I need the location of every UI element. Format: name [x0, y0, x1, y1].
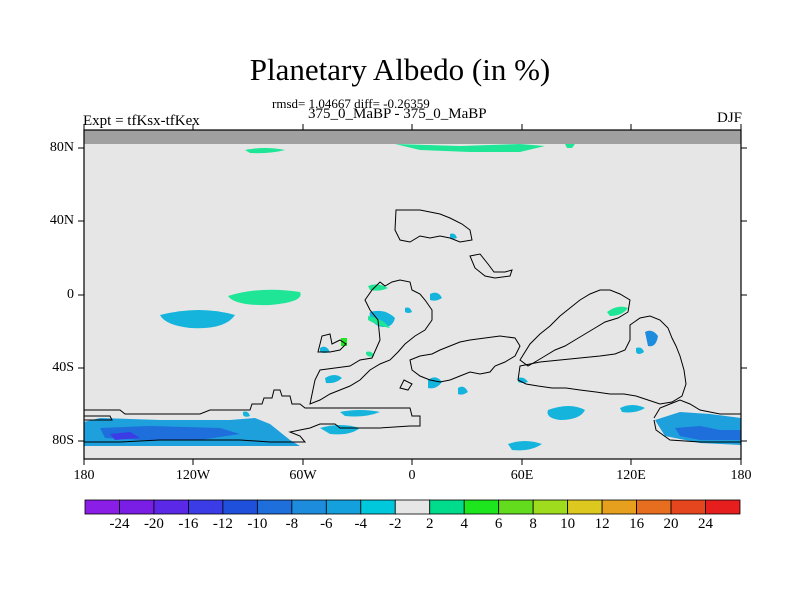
x-tick-label: 120E	[616, 468, 646, 483]
colorbar-label: 24	[698, 516, 714, 532]
colorbar-swatch	[705, 499, 741, 515]
antarctic-coast	[84, 415, 113, 421]
anomaly-region	[620, 405, 645, 413]
plot-subtitle: 375_0_MaBP - 375_0_MaBP	[308, 106, 487, 122]
anomaly-region	[366, 351, 374, 357]
experiment-label: Expt = tfKsx-tfKex	[83, 113, 200, 129]
x-tick-label: 60E	[510, 468, 534, 483]
colorbar-swatch	[119, 499, 155, 515]
season-label: DJF	[716, 110, 742, 126]
anomaly-region	[675, 426, 741, 440]
gondwana-outline	[409, 335, 521, 383]
gondwana-outline	[394, 209, 473, 243]
anomaly-region	[508, 441, 542, 451]
colorbar-label: -16	[178, 516, 199, 532]
anomaly-region	[245, 148, 285, 154]
colorbar-swatch	[394, 499, 431, 515]
colorbar-label: -24	[109, 516, 130, 532]
gondwana-outline	[309, 279, 433, 405]
colorbar-swatch	[84, 499, 120, 515]
negative-anomaly-regions	[84, 233, 741, 451]
colorbar-label: 20	[663, 516, 679, 532]
colorbar-label: 12	[594, 516, 610, 532]
anomaly-region	[395, 144, 545, 152]
antarctic-coast	[84, 389, 421, 443]
y-tick-label: 40S	[52, 360, 74, 375]
anomaly-region	[450, 233, 457, 239]
land-outlines	[84, 209, 741, 443]
colorbar-label: 8	[529, 516, 537, 532]
colorbar-swatch	[188, 499, 224, 515]
anomaly-region	[243, 411, 250, 417]
colorbar-swatch	[222, 499, 258, 515]
anomaly-region	[325, 375, 342, 384]
colorbar-swatch	[498, 499, 534, 515]
anomaly-region	[368, 316, 390, 328]
anomaly-region	[547, 406, 585, 420]
y-tick-label: 80S	[52, 433, 74, 448]
y-tick-label: 80N	[49, 140, 74, 155]
colorbar-label: -4	[354, 516, 368, 532]
anomaly-region	[110, 432, 140, 440]
anomaly-region	[645, 330, 658, 347]
anomaly-region	[405, 307, 412, 313]
colorbar	[84, 499, 741, 515]
colorbar-swatch	[325, 499, 362, 515]
missing-data-band	[84, 130, 741, 144]
anomaly-region	[340, 410, 380, 417]
colorbar-swatch	[291, 499, 327, 515]
anomaly-region	[320, 346, 330, 353]
colorbar-label: -6	[320, 516, 333, 532]
axis-ticks	[78, 124, 747, 465]
anomaly-region	[160, 310, 235, 329]
colorbar-label: 10	[560, 516, 576, 532]
colorbar-swatch	[429, 499, 465, 515]
colorbar-label: 16	[629, 516, 645, 532]
gondwana-outline	[519, 289, 631, 367]
colorbar-label: -20	[143, 516, 164, 532]
anomaly-region	[341, 338, 347, 346]
x-tick-label: 120W	[175, 468, 211, 483]
anomaly-region	[607, 306, 628, 316]
anomaly-region	[636, 347, 644, 354]
x-tick-label: 60W	[289, 468, 317, 483]
colorbar-swatch	[532, 499, 569, 515]
gondwana-outline	[469, 253, 513, 279]
colorbar-swatch	[256, 499, 293, 515]
plot-title: Planetary Albedo (in %)	[249, 52, 551, 87]
colorbar-label: 2	[425, 516, 434, 532]
anomaly-region	[228, 289, 301, 306]
anomaly-region	[430, 292, 442, 301]
colorbar-label: 4	[460, 516, 468, 532]
colorbar-label: -2	[389, 516, 402, 532]
colorbar-label: -10	[247, 516, 268, 532]
colorbar-swatch	[636, 499, 672, 515]
colorbar-swatch	[670, 499, 706, 515]
antarctic-coast	[653, 399, 741, 419]
stats-text: rmsd= 1.04667 diff= -0.26359	[272, 96, 430, 111]
anomaly-region	[320, 425, 360, 435]
colorbar-swatch	[360, 499, 396, 515]
colorbar-swatch	[567, 499, 603, 515]
anomaly-region	[458, 386, 468, 395]
x-tick-label: 0	[408, 468, 416, 483]
gondwana-outline	[317, 333, 347, 353]
colorbar-label: -12	[212, 516, 233, 532]
colorbar-swatch	[153, 499, 189, 515]
positive-anomaly-regions	[228, 144, 628, 357]
x-tick-label: 180	[730, 468, 752, 483]
gondwana-outline	[517, 315, 687, 405]
y-tick-label: 0	[67, 287, 74, 302]
anomaly-region	[565, 144, 575, 148]
y-tick-label: 40N	[49, 213, 74, 228]
x-tick-label: 180	[73, 468, 95, 483]
colorbar-label: -8	[285, 516, 299, 532]
map-background	[84, 142, 741, 459]
colorbar-swatch	[463, 499, 500, 515]
colorbar-label: 6	[494, 516, 503, 532]
colorbar-swatch	[601, 499, 637, 515]
gondwana-outline	[399, 379, 413, 391]
antarctic-coast	[653, 419, 741, 443]
